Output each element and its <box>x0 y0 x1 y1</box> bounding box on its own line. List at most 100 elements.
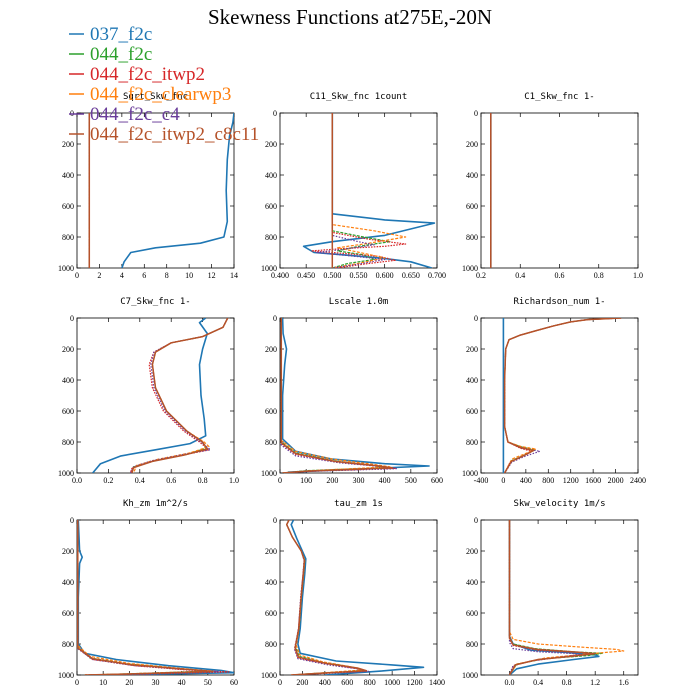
x-tick-label: 4 <box>120 271 124 280</box>
x-tick-label: 0 <box>501 476 505 485</box>
x-tick-label: 0.6 <box>166 476 176 485</box>
y-tick-label: 0 <box>474 109 478 118</box>
y-tick-label: 800 <box>265 233 277 242</box>
series-line-037_f2c <box>290 520 425 675</box>
series-group <box>302 113 436 268</box>
y-tick-label: 1000 <box>261 671 277 680</box>
y-tick-label: 0 <box>273 314 277 323</box>
series-line-044_f2c_c4 <box>504 318 622 473</box>
series-line-044_f2c <box>280 318 386 473</box>
plot-frame <box>76 317 235 474</box>
x-tick-label: 50 <box>204 678 212 687</box>
plot-frame <box>480 519 639 676</box>
x-tick-label: 0.550 <box>350 271 368 280</box>
x-tick-label: 200 <box>326 476 338 485</box>
y-tick-label: 400 <box>466 171 478 180</box>
y-tick-label: 200 <box>466 140 478 149</box>
series-line-044_f2c_clearwp3 <box>504 318 622 473</box>
y-tick-label: 600 <box>62 202 74 211</box>
y-tick-label: 400 <box>466 376 478 385</box>
x-tick-label: 0 <box>75 271 79 280</box>
series-line-044_f2c_clearwp3 <box>280 318 391 473</box>
plot-frame <box>76 112 235 269</box>
x-tick-label: 0.6 <box>555 271 565 280</box>
x-tick-label: 30 <box>152 678 160 687</box>
y-tick-label: 400 <box>265 376 277 385</box>
legend-label: 044_f2c_itwp2 <box>90 64 205 85</box>
x-tick-label: 200 <box>296 678 308 687</box>
series-line-044_f2c_itwp2_c8c11 <box>285 520 368 675</box>
series-line-044_f2c_itwp2_c8c11 <box>77 520 214 675</box>
y-tick-label: 400 <box>62 376 74 385</box>
series-line-037_f2c <box>77 520 234 675</box>
x-tick-label: 1000 <box>384 678 400 687</box>
y-tick-label: 600 <box>265 407 277 416</box>
y-tick-label: 400 <box>265 171 277 180</box>
series-line-037_f2c <box>302 113 436 268</box>
y-tick-label: 600 <box>265 609 277 618</box>
x-tick-label: 800 <box>364 678 376 687</box>
x-tick-label: 0.650 <box>402 271 420 280</box>
y-tick-label: 600 <box>62 609 74 618</box>
series-group <box>92 318 229 473</box>
series-line-044_f2c_c4 <box>77 520 219 675</box>
x-tick-label: 0.4 <box>533 678 543 687</box>
x-tick-label: 6 <box>142 271 146 280</box>
series-group <box>88 113 234 268</box>
x-tick-label: -400 <box>474 476 489 485</box>
series-group <box>502 318 622 473</box>
x-tick-label: 1.6 <box>619 678 629 687</box>
x-tick-label: 0.500 <box>323 271 341 280</box>
x-tick-label: 0.8 <box>562 678 572 687</box>
y-tick-label: 0 <box>70 314 74 323</box>
y-tick-label: 800 <box>62 438 74 447</box>
x-tick-label: 0.2 <box>103 476 113 485</box>
x-tick-label: 0.600 <box>376 271 394 280</box>
y-tick-label: 600 <box>62 407 74 416</box>
y-tick-label: 1000 <box>462 671 478 680</box>
y-tick-label: 800 <box>62 640 74 649</box>
series-line-044_f2c <box>77 520 209 675</box>
legend-label: 037_f2c <box>90 24 152 45</box>
x-tick-label: 400 <box>319 678 331 687</box>
panel-title: Skw_velocity 1m/s <box>513 499 605 509</box>
plot-frame <box>480 112 639 269</box>
x-tick-label: 0.8 <box>198 476 208 485</box>
x-tick-label: 800 <box>542 476 554 485</box>
panel-6: Richardson_num 1- 0 200 400 600 800 1000-400 0 4… <box>462 297 646 485</box>
x-tick-label: 12 <box>208 271 216 280</box>
x-tick-label: 0.4 <box>515 271 525 280</box>
legend: 037_f2c044_f2c044_f2c_itwp2044_f2c_clear… <box>69 24 259 145</box>
y-tick-label: 200 <box>265 140 277 149</box>
y-tick-label: 800 <box>466 438 478 447</box>
series-line-044_f2c_c4 <box>280 318 397 473</box>
x-tick-label: 1200 <box>563 476 579 485</box>
y-tick-label: 0 <box>474 314 478 323</box>
series-group <box>285 520 425 675</box>
y-tick-label: 0 <box>70 516 74 525</box>
x-tick-label: 100 <box>300 476 312 485</box>
x-tick-label: 8 <box>165 271 169 280</box>
x-tick-label: 0.4 <box>135 476 145 485</box>
panel-title: C7_Skw_fnc 1- <box>120 297 190 307</box>
x-tick-label: 600 <box>431 476 443 485</box>
series-line-037_f2c <box>281 318 430 473</box>
panel-title: tau_zm 1s <box>334 499 383 509</box>
x-tick-label: 2000 <box>608 476 624 485</box>
panel-9: Skw_velocity 1m/s 0 200 400 600 800 1000 0.0 0.4… <box>462 499 639 687</box>
series-group <box>508 520 625 675</box>
x-tick-label: 14 <box>230 271 238 280</box>
y-tick-label: 400 <box>62 171 74 180</box>
series-line-044_f2c_clearwp3 <box>331 113 407 268</box>
y-tick-label: 0 <box>474 516 478 525</box>
panel-title: Sqrt_Skw_fnc <box>123 92 188 102</box>
y-tick-label: 1000 <box>58 671 74 680</box>
series-line-044_f2c_itwp2 <box>310 113 407 268</box>
series-group <box>280 318 430 473</box>
y-tick-label: 1000 <box>261 469 277 478</box>
x-tick-label: 1600 <box>585 476 601 485</box>
y-tick-label: 1000 <box>58 469 74 478</box>
